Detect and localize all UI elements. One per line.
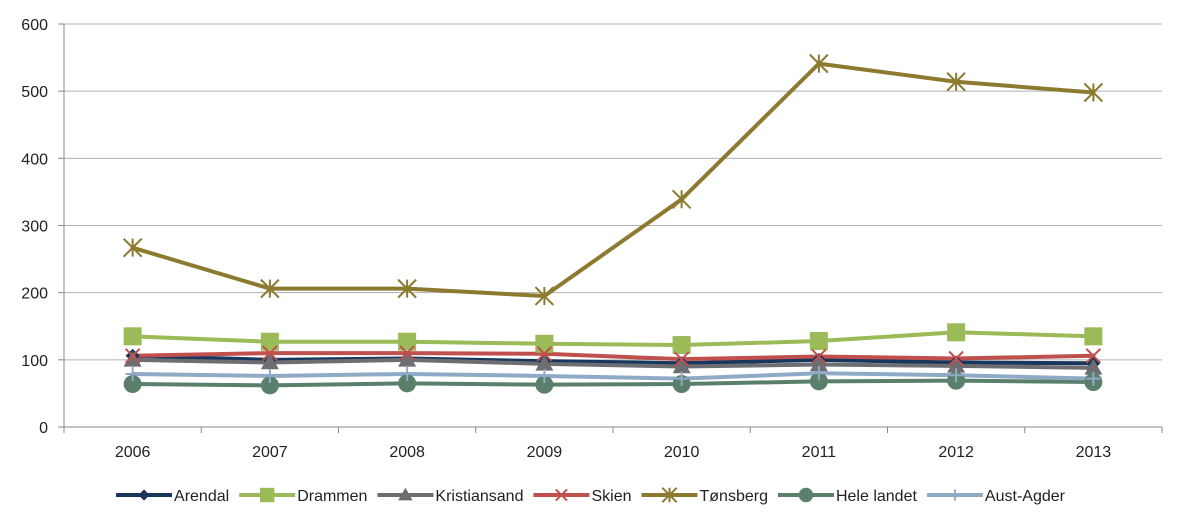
- data-point-drammen: [535, 334, 554, 353]
- data-point-t-nsberg: [122, 237, 143, 258]
- x-tick-labels: 2006 2007 2008 2009 2010 2011 2012 2013: [115, 444, 1111, 461]
- series-markers: [122, 53, 1104, 395]
- data-point-kristiansand: [809, 355, 828, 372]
- data-point-aust-agder: [1086, 371, 1101, 386]
- data-point-aust-agder: [125, 366, 140, 381]
- series-lines: [130, 61, 1096, 388]
- data-point-t-nsberg-legend: [661, 487, 678, 503]
- data-point-kristiansand: [260, 353, 279, 370]
- data-point-kristiansand: [947, 356, 966, 373]
- legend-item-kristiansand: Kristiansand: [377, 487, 523, 505]
- data-point-skien: [811, 348, 827, 365]
- series-line-arendal: [130, 353, 1096, 366]
- legend-item-skien: Skien: [533, 488, 632, 505]
- data-point-aust-agder: [400, 366, 415, 381]
- legend-item-t-nsberg: Tønsberg: [641, 487, 768, 505]
- data-point-skien-legend: [555, 488, 568, 502]
- legend-label: Aust-Agder: [985, 488, 1066, 505]
- data-point-aust-agder-legend: [949, 489, 961, 501]
- data-point-drammen: [809, 332, 828, 351]
- data-point-t-nsberg: [534, 286, 555, 306]
- legend-label: Drammen: [297, 488, 367, 505]
- data-point-kristiansand-legend: [398, 487, 413, 501]
- y-tick-label: 500: [21, 84, 48, 101]
- series-line-kristiansand: [130, 357, 1096, 370]
- data-point-hele-landet: [123, 375, 142, 394]
- data-point-t-nsberg: [946, 72, 966, 92]
- series-line-aust-agder: [130, 371, 1096, 381]
- data-point-skien: [124, 348, 141, 364]
- data-point-drammen: [398, 332, 417, 351]
- y-tick-label: 300: [21, 219, 48, 236]
- y-tick-label: 0: [39, 420, 48, 437]
- x-tick-label: 2009: [527, 444, 563, 461]
- data-point-t-nsberg: [809, 53, 829, 74]
- data-point-hele-landet: [260, 376, 279, 395]
- series-line-hele-landet: [130, 378, 1096, 388]
- data-point-skien: [262, 345, 278, 361]
- data-point-skien: [536, 346, 553, 362]
- data-point-skien: [1085, 348, 1102, 364]
- data-point-drammen: [123, 327, 142, 346]
- data-point-t-nsberg: [671, 189, 692, 210]
- data-point-drammen: [1084, 327, 1103, 346]
- legend-label: Skien: [591, 488, 631, 505]
- data-point-kristiansand: [398, 350, 417, 367]
- series-line-drammen: [130, 330, 1096, 348]
- data-point-aust-agder: [674, 371, 689, 386]
- x-tick-label: 2007: [252, 444, 288, 461]
- grid-lines: [64, 23, 1162, 361]
- data-point-drammen: [672, 336, 691, 355]
- data-point-aust-agder: [537, 368, 552, 383]
- x-tick-label: 2010: [664, 444, 700, 461]
- legend-label: Kristiansand: [435, 488, 523, 505]
- legend-label: Arendal: [174, 488, 229, 505]
- x-tick-label: 2013: [1076, 444, 1112, 461]
- data-point-hele-landet: [809, 372, 828, 391]
- data-point-hele-landet-legend: [798, 487, 814, 503]
- data-point-aust-agder: [949, 368, 964, 383]
- x-tick-label: 2006: [115, 444, 151, 461]
- legend-item-aust-agder: Aust-Agder: [926, 488, 1066, 505]
- y-tick-label: 400: [21, 151, 48, 168]
- data-point-hele-landet: [398, 374, 417, 393]
- data-point-aust-agder: [262, 368, 277, 383]
- data-point-kristiansand: [535, 354, 554, 371]
- data-point-kristiansand: [123, 350, 142, 367]
- y-tick-labels: 0 100 200 300 400 500 600: [21, 17, 48, 437]
- data-point-drammen: [947, 323, 966, 342]
- data-point-drammen: [260, 332, 279, 351]
- y-tick-label: 200: [21, 286, 48, 303]
- data-point-t-nsberg: [1083, 82, 1104, 103]
- x-tick-label: 2008: [389, 444, 425, 461]
- legend-label: Tønsberg: [700, 488, 768, 505]
- data-point-skien: [399, 345, 415, 361]
- x-tick-label: 2012: [938, 444, 974, 461]
- data-point-kristiansand: [672, 357, 691, 374]
- data-point-skien: [673, 351, 690, 367]
- legend: Arendal Drammen Kristiansand Skien Tønsberg H…: [116, 487, 1066, 505]
- legend-item-hele-landet: Hele landet: [777, 487, 918, 505]
- data-point-aust-agder: [811, 366, 826, 381]
- y-tick-label: 600: [21, 17, 48, 34]
- data-point-kristiansand: [1084, 358, 1103, 375]
- x-tick-label: 2011: [802, 444, 837, 461]
- axes: [58, 23, 1163, 433]
- legend-item-drammen: Drammen: [239, 487, 367, 505]
- data-point-t-nsberg: [260, 278, 280, 299]
- data-point-arendal-legend: [138, 489, 150, 501]
- y-tick-label: 100: [21, 353, 48, 370]
- data-point-t-nsberg: [397, 278, 417, 299]
- data-point-drammen-legend: [259, 487, 275, 503]
- data-point-hele-landet: [535, 375, 554, 394]
- legend-item-arendal: Arendal: [116, 488, 229, 505]
- series-line-t-nsberg: [130, 61, 1096, 299]
- legend-label: Hele landet: [836, 488, 918, 505]
- data-point-skien: [948, 350, 964, 367]
- series-line-skien: [130, 351, 1096, 362]
